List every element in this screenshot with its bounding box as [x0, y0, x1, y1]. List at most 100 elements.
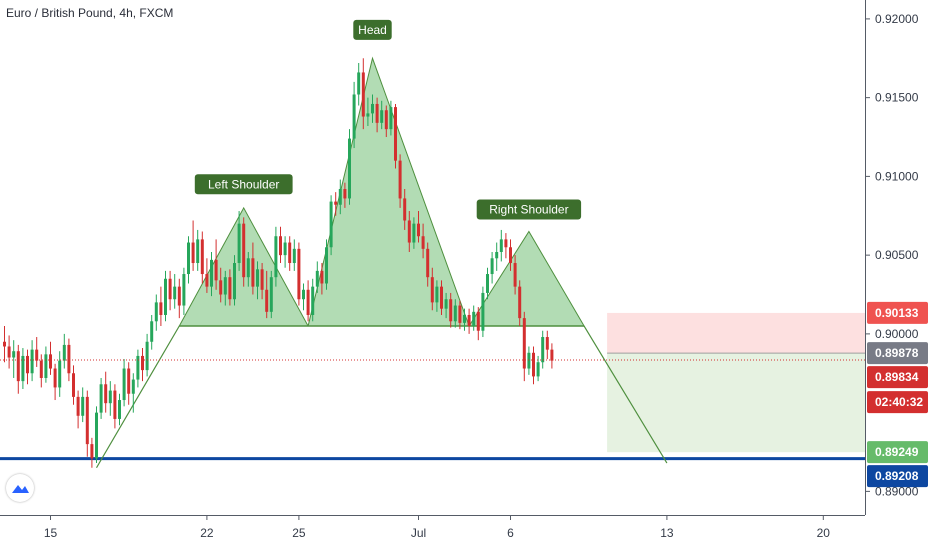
- candle[interactable]: [407, 211, 411, 252]
- candle[interactable]: [371, 94, 374, 123]
- candle[interactable]: [306, 280, 310, 322]
- candle[interactable]: [260, 263, 264, 300]
- candle[interactable]: [463, 308, 466, 331]
- candle[interactable]: [357, 62, 361, 106]
- pattern-label[interactable]: Left Shoulder: [194, 174, 293, 195]
- price-tag[interactable]: 0.89878: [867, 342, 928, 365]
- candle[interactable]: [141, 348, 144, 382]
- take-profit-zone[interactable]: [607, 353, 865, 453]
- candle[interactable]: [394, 103, 397, 169]
- candle[interactable]: [269, 270, 273, 319]
- trend-line[interactable]: [95, 325, 180, 469]
- candle[interactable]: [191, 220, 195, 271]
- candle[interactable]: [127, 362, 131, 405]
- pattern-label[interactable]: Right Shoulder: [476, 199, 582, 220]
- candle[interactable]: [237, 211, 241, 271]
- candle[interactable]: [476, 307, 480, 341]
- candle[interactable]: [334, 192, 338, 216]
- candle[interactable]: [453, 299, 457, 328]
- candle[interactable]: [113, 384, 117, 429]
- candle[interactable]: [76, 390, 80, 429]
- candle[interactable]: [444, 292, 448, 319]
- candle[interactable]: [352, 81, 356, 149]
- candle[interactable]: [72, 365, 75, 405]
- candle[interactable]: [403, 188, 407, 230]
- candle[interactable]: [53, 363, 57, 401]
- candle[interactable]: [380, 100, 384, 130]
- candle[interactable]: [302, 283, 305, 311]
- pattern-triangle-1[interactable]: [307, 56, 470, 327]
- candle[interactable]: [81, 387, 85, 423]
- candle[interactable]: [509, 239, 512, 271]
- candle[interactable]: [16, 344, 20, 394]
- candle[interactable]: [210, 251, 213, 297]
- candle[interactable]: [85, 390, 89, 457]
- candle[interactable]: [214, 239, 218, 290]
- candle[interactable]: [550, 343, 554, 369]
- candle[interactable]: [108, 381, 112, 416]
- candle[interactable]: [481, 286, 485, 338]
- candle[interactable]: [435, 280, 439, 312]
- candle[interactable]: [311, 278, 315, 322]
- candle[interactable]: [242, 217, 246, 287]
- candle[interactable]: [518, 280, 522, 327]
- candle[interactable]: [131, 373, 135, 413]
- candle[interactable]: [343, 182, 347, 208]
- candle[interactable]: [30, 340, 34, 382]
- candle[interactable]: [532, 346, 535, 385]
- price-tag[interactable]: 0.89208: [867, 465, 928, 488]
- candle[interactable]: [283, 236, 287, 268]
- candle[interactable]: [154, 294, 158, 331]
- candle[interactable]: [490, 251, 494, 284]
- candle[interactable]: [21, 348, 25, 390]
- candle[interactable]: [223, 270, 227, 306]
- candle[interactable]: [99, 377, 103, 419]
- stop-loss-zone[interactable]: [607, 312, 865, 354]
- candle[interactable]: [182, 267, 186, 315]
- candle[interactable]: [118, 393, 121, 426]
- candle[interactable]: [440, 280, 443, 315]
- candle[interactable]: [536, 355, 540, 382]
- candle[interactable]: [430, 267, 434, 311]
- candle[interactable]: [150, 314, 154, 350]
- candle[interactable]: [233, 255, 236, 306]
- candle[interactable]: [35, 337, 39, 367]
- candle[interactable]: [49, 341, 52, 375]
- tradingview-logo-icon[interactable]: [6, 474, 34, 502]
- candle[interactable]: [398, 154, 402, 208]
- candle[interactable]: [522, 311, 526, 382]
- candle[interactable]: [173, 274, 177, 309]
- candle[interactable]: [159, 286, 163, 327]
- candle[interactable]: [251, 242, 255, 295]
- candle[interactable]: [421, 223, 425, 259]
- candle[interactable]: [196, 229, 200, 271]
- candle[interactable]: [426, 242, 430, 287]
- candle[interactable]: [12, 340, 16, 378]
- candle[interactable]: [361, 58, 365, 130]
- candle[interactable]: [168, 270, 172, 311]
- candle[interactable]: [246, 251, 250, 287]
- projection-line[interactable]: [583, 325, 668, 464]
- pattern-label[interactable]: Head: [353, 19, 392, 40]
- candle[interactable]: [104, 371, 108, 413]
- candle[interactable]: [279, 226, 282, 264]
- candle[interactable]: [315, 261, 319, 293]
- candle[interactable]: [389, 100, 393, 136]
- candle[interactable]: [325, 239, 328, 290]
- candle[interactable]: [545, 330, 549, 360]
- candle[interactable]: [274, 226, 278, 287]
- candle[interactable]: [219, 267, 223, 303]
- candle[interactable]: [44, 346, 48, 383]
- candle[interactable]: [366, 97, 370, 126]
- candle[interactable]: [449, 292, 453, 328]
- candle[interactable]: [292, 239, 296, 271]
- candle[interactable]: [58, 351, 62, 397]
- candle[interactable]: [265, 270, 269, 319]
- candle[interactable]: [95, 406, 98, 464]
- candle[interactable]: [412, 217, 416, 249]
- candle[interactable]: [145, 333, 149, 377]
- price-tag[interactable]: 0.90133: [867, 301, 928, 324]
- candle[interactable]: [486, 267, 489, 300]
